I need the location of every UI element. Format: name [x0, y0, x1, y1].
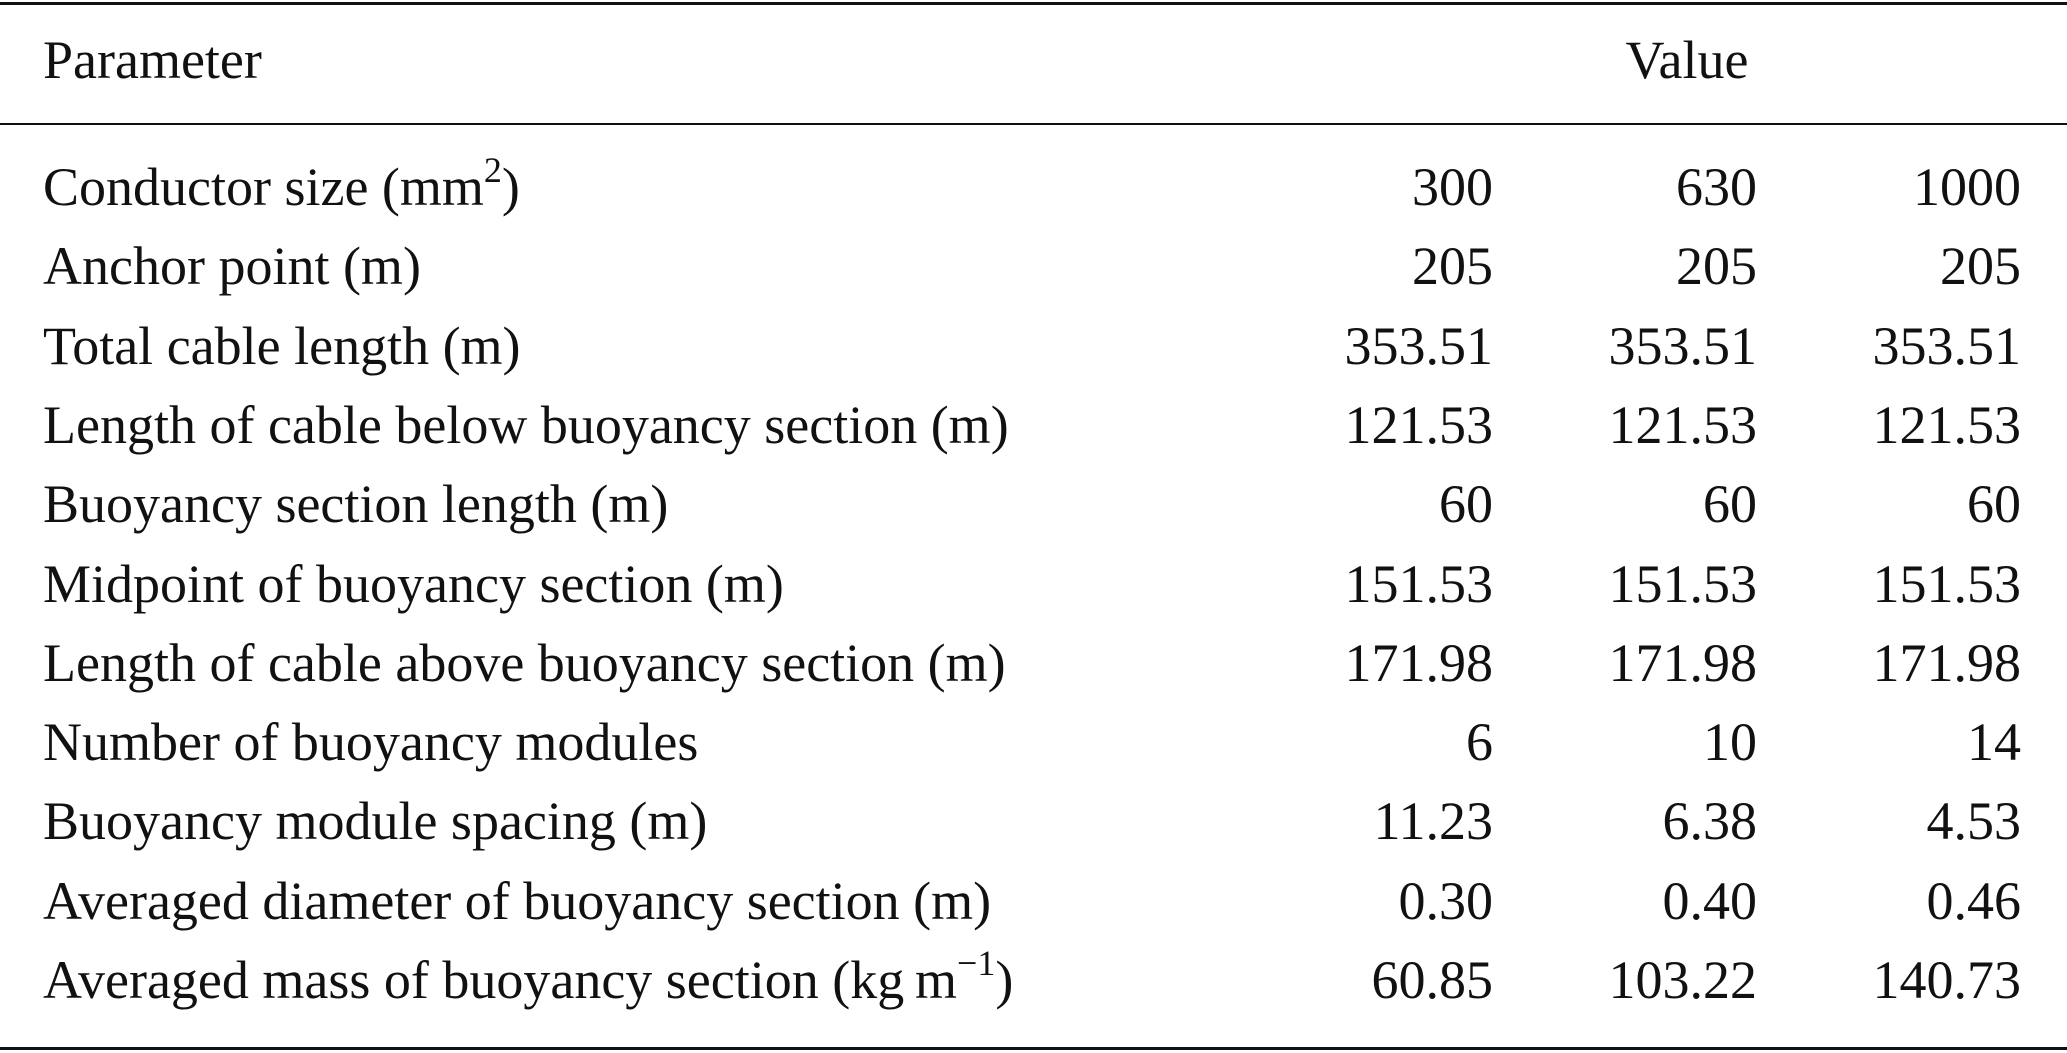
- label-text: ): [501, 157, 520, 217]
- superscript: −1: [957, 943, 996, 983]
- value-cell: 171.98: [1608, 632, 1758, 693]
- label-text: Anchor point (m): [43, 236, 421, 297]
- value-cell: 60.85: [1371, 950, 1494, 1010]
- label-text: Buoyancy section length (m): [43, 474, 669, 535]
- row-label: Length of cable above buoyancy section (…: [43, 633, 1006, 693]
- label-text: Averaged mass of buoyancy section (kg m: [43, 950, 958, 1010]
- value-cell: 60: [1703, 474, 1757, 535]
- value-cell: 14: [1967, 712, 2021, 773]
- value-cell: 11.23: [1373, 791, 1494, 852]
- row-label: Anchor point (m): [43, 236, 421, 296]
- value-cell: 0.40: [1662, 870, 1758, 931]
- value-cell: 151.53: [1872, 553, 2022, 614]
- value-cell: 6.38: [1662, 791, 1758, 852]
- value-cell: 205: [1412, 236, 1493, 297]
- value-cell: 60: [1439, 474, 1493, 535]
- value-cell: 121.53: [1344, 394, 1494, 455]
- value-cell: 205: [1676, 236, 1757, 297]
- value-cell: 353.51: [1608, 315, 1758, 376]
- value-cell: 140.73: [1872, 950, 2022, 1010]
- value-cell: 205: [1940, 236, 2021, 297]
- value-cell: 60: [1967, 474, 2021, 535]
- value-cell: 630: [1676, 157, 1757, 217]
- row-label: Length of cable below buoyancy section (…: [43, 395, 1009, 455]
- value-cell: 171.98: [1872, 632, 2022, 693]
- superscript: 2: [483, 150, 502, 190]
- header-rule: [0, 123, 2067, 125]
- label-text: Length of cable below buoyancy section (…: [43, 394, 1009, 455]
- label-text: Midpoint of buoyancy section (m): [43, 553, 784, 614]
- label-text: Buoyancy module spacing (m): [43, 791, 708, 852]
- value-cell: 0.46: [1926, 870, 2022, 931]
- value-cell: 10: [1703, 712, 1757, 773]
- value-cell: 1000: [1913, 157, 2021, 217]
- value-cell: 353.51: [1872, 315, 2022, 376]
- row-label: Buoyancy section length (m): [43, 474, 668, 534]
- label-text: Length of cable above buoyancy section (…: [43, 632, 1006, 693]
- label-text: ): [995, 950, 1014, 1010]
- top-rule: [0, 2, 2067, 5]
- row-label: Total cable length (m): [43, 316, 521, 376]
- label-text: Averaged diameter of buoyancy section (m…: [43, 870, 992, 931]
- value-cell: 151.53: [1344, 553, 1494, 614]
- value-cell: 151.53: [1608, 553, 1758, 614]
- row-label: Number of buoyancy modules: [43, 712, 698, 772]
- value-cell: 300: [1412, 157, 1493, 217]
- value-cell: 121.53: [1608, 394, 1758, 455]
- label-text: Total cable length (m): [43, 315, 521, 376]
- row-label: Averaged mass of buoyancy section (kg m−…: [43, 945, 1014, 1010]
- label-text: Conductor size (mm: [43, 157, 484, 217]
- row-label: Conductor size (mm2): [43, 152, 520, 217]
- value-cell: 103.22: [1608, 950, 1758, 1010]
- header-parameter: Parameter: [43, 30, 262, 90]
- row-label: Midpoint of buoyancy section (m): [43, 554, 784, 614]
- value-cell: 353.51: [1344, 315, 1494, 376]
- value-cell: 4.53: [1926, 791, 2022, 852]
- value-cell: 0.30: [1398, 870, 1494, 931]
- bottom-rule: [0, 1047, 2067, 1050]
- value-cell: 121.53: [1872, 394, 2022, 455]
- row-label: Buoyancy module spacing (m): [43, 791, 707, 851]
- header-value: Value: [1625, 30, 1749, 90]
- label-text: Number of buoyancy modules: [43, 712, 699, 773]
- row-label: Averaged diameter of buoyancy section (m…: [43, 871, 991, 931]
- value-cell: 6: [1466, 712, 1493, 773]
- value-cell: 171.98: [1344, 632, 1494, 693]
